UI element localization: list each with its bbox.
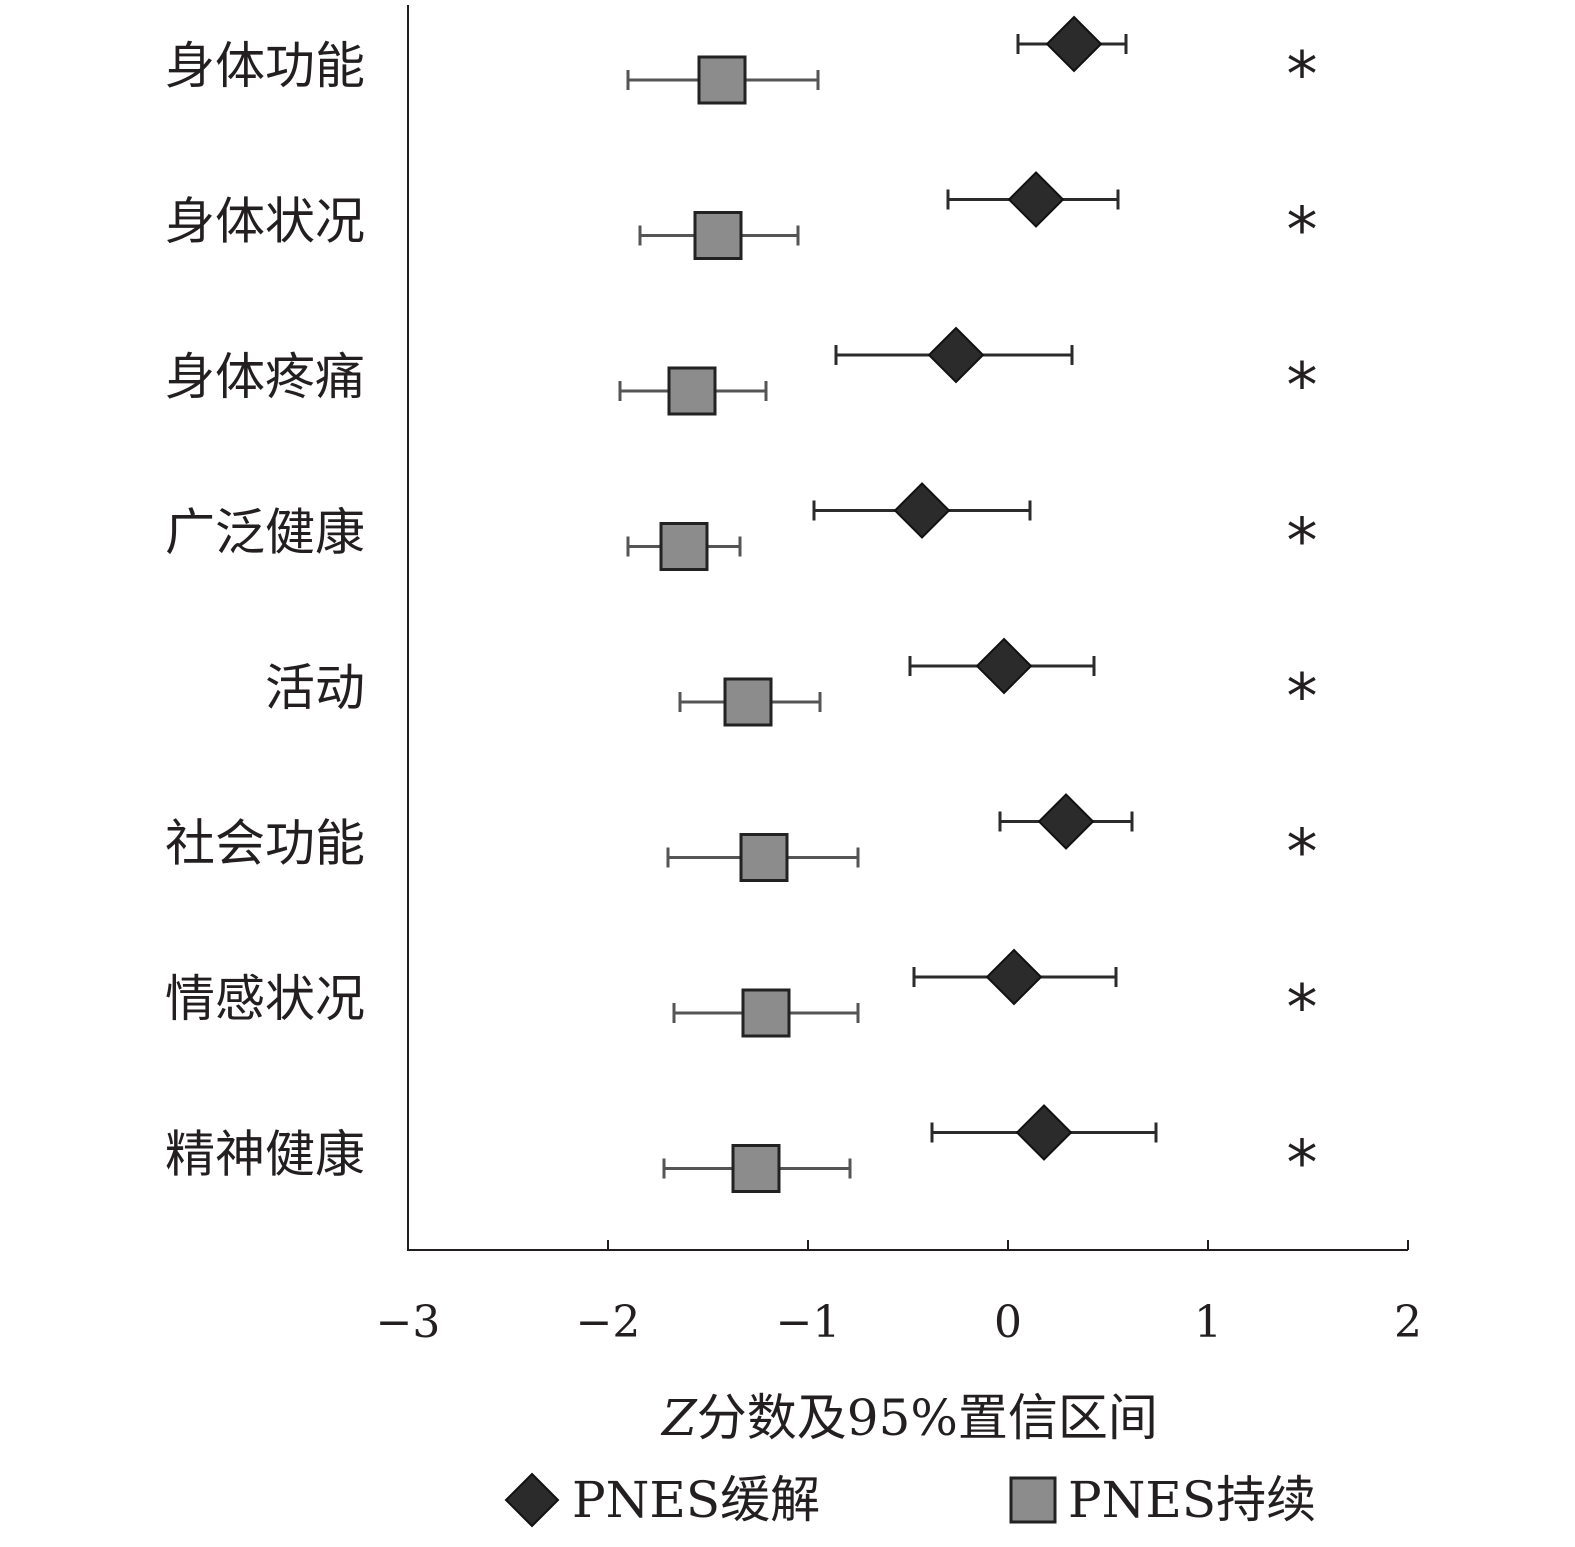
square-marker	[667, 366, 717, 416]
diamond-marker	[985, 948, 1043, 1006]
x-tick-label: −3	[376, 1297, 441, 1348]
square-marker	[741, 988, 791, 1038]
x-tick-label: 0	[994, 1297, 1022, 1348]
diamond-marker	[1015, 1104, 1073, 1161]
legend-label-persistent: PNES持续	[1068, 1471, 1316, 1529]
category-label: 身体状况	[165, 193, 365, 251]
x-tick-label: 1	[1194, 1297, 1222, 1348]
significance-markers: * * * * * * * *	[1287, 38, 1318, 1200]
x-tick-label: −1	[776, 1297, 841, 1348]
diamond-marker	[893, 482, 951, 539]
square-marker	[723, 677, 773, 727]
square-marker	[731, 1144, 781, 1193]
legend-label-remission: PNES缓解	[572, 1471, 820, 1529]
category-label: 社会功能	[165, 815, 365, 873]
category-label: 身体功能	[165, 37, 365, 95]
x-axis-label-italic: Z	[660, 1389, 698, 1447]
legend: PNES缓解 PNES持续	[504, 1471, 1316, 1529]
legend-square-icon	[1009, 1476, 1057, 1524]
markers	[659, 15, 1103, 1193]
significance-star: *	[1287, 38, 1318, 111]
diamond-marker	[975, 637, 1033, 695]
category-label: 精神健康	[165, 1126, 365, 1184]
legend-diamond-icon	[504, 1472, 560, 1528]
square-marker	[659, 522, 709, 571]
diamond-marker	[1007, 171, 1065, 228]
square-marker	[697, 55, 747, 105]
x-axis-label-rest: 分数及95%置信区间	[697, 1389, 1158, 1447]
significance-star: *	[1287, 505, 1318, 578]
category-label: 广泛健康	[165, 504, 365, 562]
category-label: 情感状况	[165, 970, 365, 1028]
significance-star: *	[1287, 194, 1318, 267]
diamond-marker	[927, 326, 985, 384]
x-tick-label: 2	[1394, 1297, 1422, 1348]
error-bars	[618, 34, 1158, 1179]
diamond-marker	[1045, 15, 1103, 73]
significance-star: *	[1287, 816, 1318, 889]
significance-star: *	[1287, 349, 1318, 422]
x-axis-label: Z分数及95%置信区间	[660, 1389, 1158, 1447]
axes	[407, 5, 1408, 1251]
square-marker	[739, 833, 789, 882]
diamond-marker	[1037, 793, 1095, 850]
x-ticks: −3 −2 −1 0 1 2	[376, 1240, 1422, 1348]
category-label: 身体疼痛	[165, 348, 365, 406]
significance-star: *	[1287, 660, 1318, 733]
square-marker	[693, 211, 743, 260]
significance-star: *	[1287, 971, 1318, 1044]
x-tick-label: −2	[576, 1297, 641, 1348]
category-label: 活动	[265, 659, 365, 717]
significance-star: *	[1287, 1127, 1318, 1200]
